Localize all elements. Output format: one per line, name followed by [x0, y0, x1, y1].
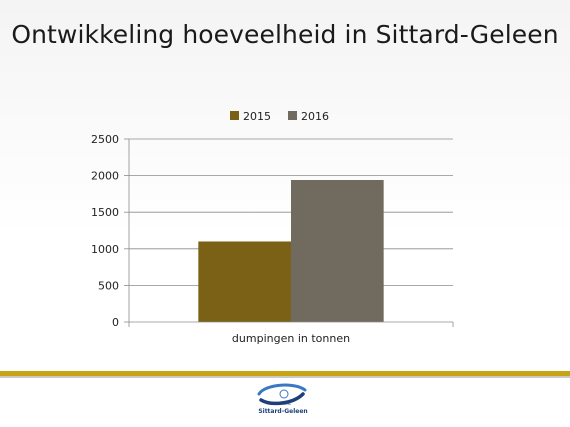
legend: 2015 2016 [230, 110, 329, 123]
y-tick-label: 0 [112, 316, 119, 329]
y-tick-label: 1500 [91, 206, 119, 219]
axes: 0 500 1000 1500 2000 2500 dumpingen in tonnen [91, 133, 454, 345]
legend-label-2015: 2015 [243, 110, 271, 123]
bar-2015 [198, 241, 291, 322]
y-tick-label: 500 [98, 279, 119, 292]
bar-2016 [291, 179, 384, 322]
legend-swatch-2016 [288, 111, 297, 120]
legend-swatch-2015 [230, 111, 239, 120]
footer-grey-rule [0, 376, 570, 378]
y-tick-label: 2000 [91, 170, 119, 183]
logo-small-text: Gemeente [275, 402, 291, 406]
chart-title: Ontwikkeling hoeveelheid in Sittard-Gele… [11, 20, 559, 49]
x-category-label: dumpingen in tonnen [232, 332, 350, 345]
bars [198, 179, 384, 322]
footer-gold-rule [0, 371, 570, 376]
municipality-logo-icon [257, 383, 307, 406]
legend-label-2016: 2016 [301, 110, 329, 123]
y-tick-label: 2500 [91, 133, 119, 146]
y-tick-label: 1000 [91, 243, 119, 256]
logo-name-text: Sittard-Geleen [258, 408, 308, 415]
